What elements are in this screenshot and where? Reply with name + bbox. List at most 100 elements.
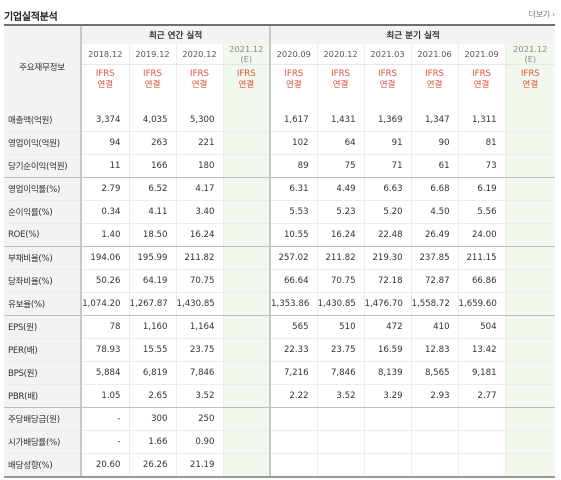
value-cell: 50.26 bbox=[80, 269, 129, 293]
date-label: 2020.12 bbox=[182, 49, 217, 59]
date-row: 2018.12 2019.12 2020.12 2021.12 (E) 2020.09 20… bbox=[4, 44, 556, 65]
consolidated-label: 연결 bbox=[379, 80, 396, 90]
value-cell bbox=[457, 453, 506, 478]
value-cell: 1,311 bbox=[457, 108, 506, 132]
date-label: 2019.12 bbox=[135, 49, 170, 59]
row-label: 당좌비율(%) bbox=[4, 269, 81, 293]
value-cell: 3.29 bbox=[363, 384, 412, 408]
value-cell: 6,819 bbox=[128, 361, 176, 385]
value-cell: 3.52 bbox=[316, 384, 365, 408]
value-cell: 166 bbox=[128, 154, 176, 178]
date-header: 2019.12 bbox=[128, 44, 176, 65]
row-label: 순이익률(%) bbox=[4, 200, 81, 224]
value-cell bbox=[222, 338, 271, 362]
value-cell: 64.19 bbox=[128, 269, 176, 293]
value-cell: 5.56 bbox=[457, 200, 506, 224]
ifrs-label: IFRS bbox=[284, 69, 304, 79]
value-cell: 90 bbox=[410, 131, 459, 155]
value-cell: 94 bbox=[80, 131, 129, 155]
value-cell: 0.90 bbox=[175, 430, 223, 454]
more-link[interactable]: 더보기 › bbox=[528, 10, 556, 19]
value-cell: 73 bbox=[457, 154, 506, 178]
consolidated-label: 연결 bbox=[285, 80, 302, 90]
value-cell: 5,884 bbox=[80, 361, 129, 385]
value-cell: 70.75 bbox=[316, 269, 365, 293]
value-cell: 5.23 bbox=[316, 200, 365, 224]
table-row: 배당성향(%) 20.60 26.26 21.19 bbox=[4, 453, 556, 478]
value-cell: 22.48 bbox=[363, 223, 412, 247]
value-cell: 91 bbox=[363, 131, 412, 155]
value-cell: 81 bbox=[457, 131, 506, 155]
value-cell: 7,216 bbox=[269, 361, 318, 385]
date-header: 2021.06 bbox=[410, 44, 459, 65]
consolidated-label: 연결 bbox=[473, 80, 490, 90]
value-cell bbox=[269, 407, 318, 431]
table-row: ROE(%) 1.40 18.50 16.24 10.55 16.24 22.48 26.49… bbox=[4, 223, 556, 247]
value-cell: 12.83 bbox=[410, 338, 459, 362]
value-cell: 21.19 bbox=[175, 453, 223, 478]
value-cell: 5,300 bbox=[175, 108, 223, 132]
estimate-mark: (E) bbox=[240, 54, 253, 64]
value-cell bbox=[222, 223, 271, 247]
value-cell bbox=[222, 453, 271, 478]
table-row: PER(배) 78.93 15.55 23.75 22.33 23.75 16.59 12.8… bbox=[4, 338, 556, 362]
ifrs-cell: IFRS 연결 bbox=[410, 64, 459, 109]
value-cell: 4.11 bbox=[128, 200, 176, 224]
value-cell bbox=[410, 407, 459, 431]
value-cell: 66.86 bbox=[457, 269, 506, 293]
value-cell bbox=[504, 269, 556, 293]
value-cell: 1,558.72 bbox=[410, 292, 459, 316]
table-row: 순이익률(%) 0.34 4.11 3.40 5.53 5.23 5.20 4.50 5.56 bbox=[4, 200, 556, 224]
table-row: 당좌비율(%) 50.26 64.19 70.75 66.64 70.75 72.18 72.… bbox=[4, 269, 556, 293]
value-cell: 195.99 bbox=[128, 246, 176, 270]
value-cell: 6.19 bbox=[457, 177, 506, 201]
value-cell: 9,181 bbox=[457, 361, 506, 385]
date-label: 2021.03 bbox=[370, 49, 405, 59]
value-cell: 211.82 bbox=[316, 246, 365, 270]
table-row: 매출액(억원) 3,374 4,035 5,300 1,617 1,431 1,369 1,3… bbox=[4, 108, 556, 132]
row-label: PBR(배) bbox=[4, 384, 81, 408]
value-cell: 3.52 bbox=[175, 384, 223, 408]
value-cell: 180 bbox=[175, 154, 223, 178]
value-cell: 1,617 bbox=[269, 108, 318, 132]
ifrs-cell: IFRS 연결 bbox=[504, 64, 556, 109]
value-cell: 5.53 bbox=[269, 200, 318, 224]
value-cell: 72.18 bbox=[363, 269, 412, 293]
value-cell: 1,476.70 bbox=[363, 292, 412, 316]
value-cell: 2.22 bbox=[269, 384, 318, 408]
row-label: BPS(원) bbox=[4, 361, 81, 385]
value-cell: 1,267.87 bbox=[128, 292, 176, 316]
value-cell bbox=[457, 430, 506, 454]
value-cell: 16.24 bbox=[316, 223, 365, 247]
value-cell: 504 bbox=[457, 315, 506, 339]
table-row: 영업이익(억원) 94 263 221 102 64 91 90 81 bbox=[4, 131, 556, 155]
value-cell bbox=[222, 407, 271, 431]
value-cell bbox=[222, 246, 271, 270]
value-cell: 6.63 bbox=[363, 177, 412, 201]
table-row: 유보율(%) 1,074.20 1,267.87 1,430.85 1,353.86 1,… bbox=[4, 292, 556, 316]
value-cell: 23.75 bbox=[316, 338, 365, 362]
value-cell bbox=[410, 453, 459, 478]
value-cell bbox=[222, 108, 271, 132]
value-cell: 1,659.60 bbox=[457, 292, 506, 316]
value-cell: 15.55 bbox=[128, 338, 176, 362]
consolidated-label: 연결 bbox=[426, 80, 443, 90]
value-cell bbox=[504, 200, 556, 224]
value-cell: 1,347 bbox=[410, 108, 459, 132]
ifrs-label: IFRS bbox=[236, 69, 256, 79]
ifrs-label: IFRS bbox=[378, 69, 397, 79]
table-row: BPS(원) 5,884 6,819 7,846 7,216 7,846 8,139 8,56… bbox=[4, 361, 556, 385]
table-row: 부채비율(%) 194.06 195.99 211.82 257.02 211.82 219… bbox=[4, 246, 556, 270]
value-cell bbox=[363, 430, 412, 454]
value-cell: 221 bbox=[175, 131, 223, 155]
ifrs-cell: IFRS 연결 bbox=[222, 64, 271, 109]
value-cell: 410 bbox=[410, 315, 459, 339]
value-cell: 219.30 bbox=[363, 246, 412, 270]
row-label: 매출액(억원) bbox=[4, 108, 81, 132]
value-cell: 1.40 bbox=[80, 223, 129, 247]
table-row: 당기순이익(억원) 11 166 180 89 75 71 61 73 bbox=[4, 154, 556, 178]
table-row: 주당배당금(원) -300 250 bbox=[4, 407, 556, 431]
value-cell: 194.06 bbox=[80, 246, 129, 270]
date-header: 2021.12 (E) bbox=[504, 44, 556, 65]
ifrs-cell: IFRS 연결 bbox=[128, 64, 176, 109]
